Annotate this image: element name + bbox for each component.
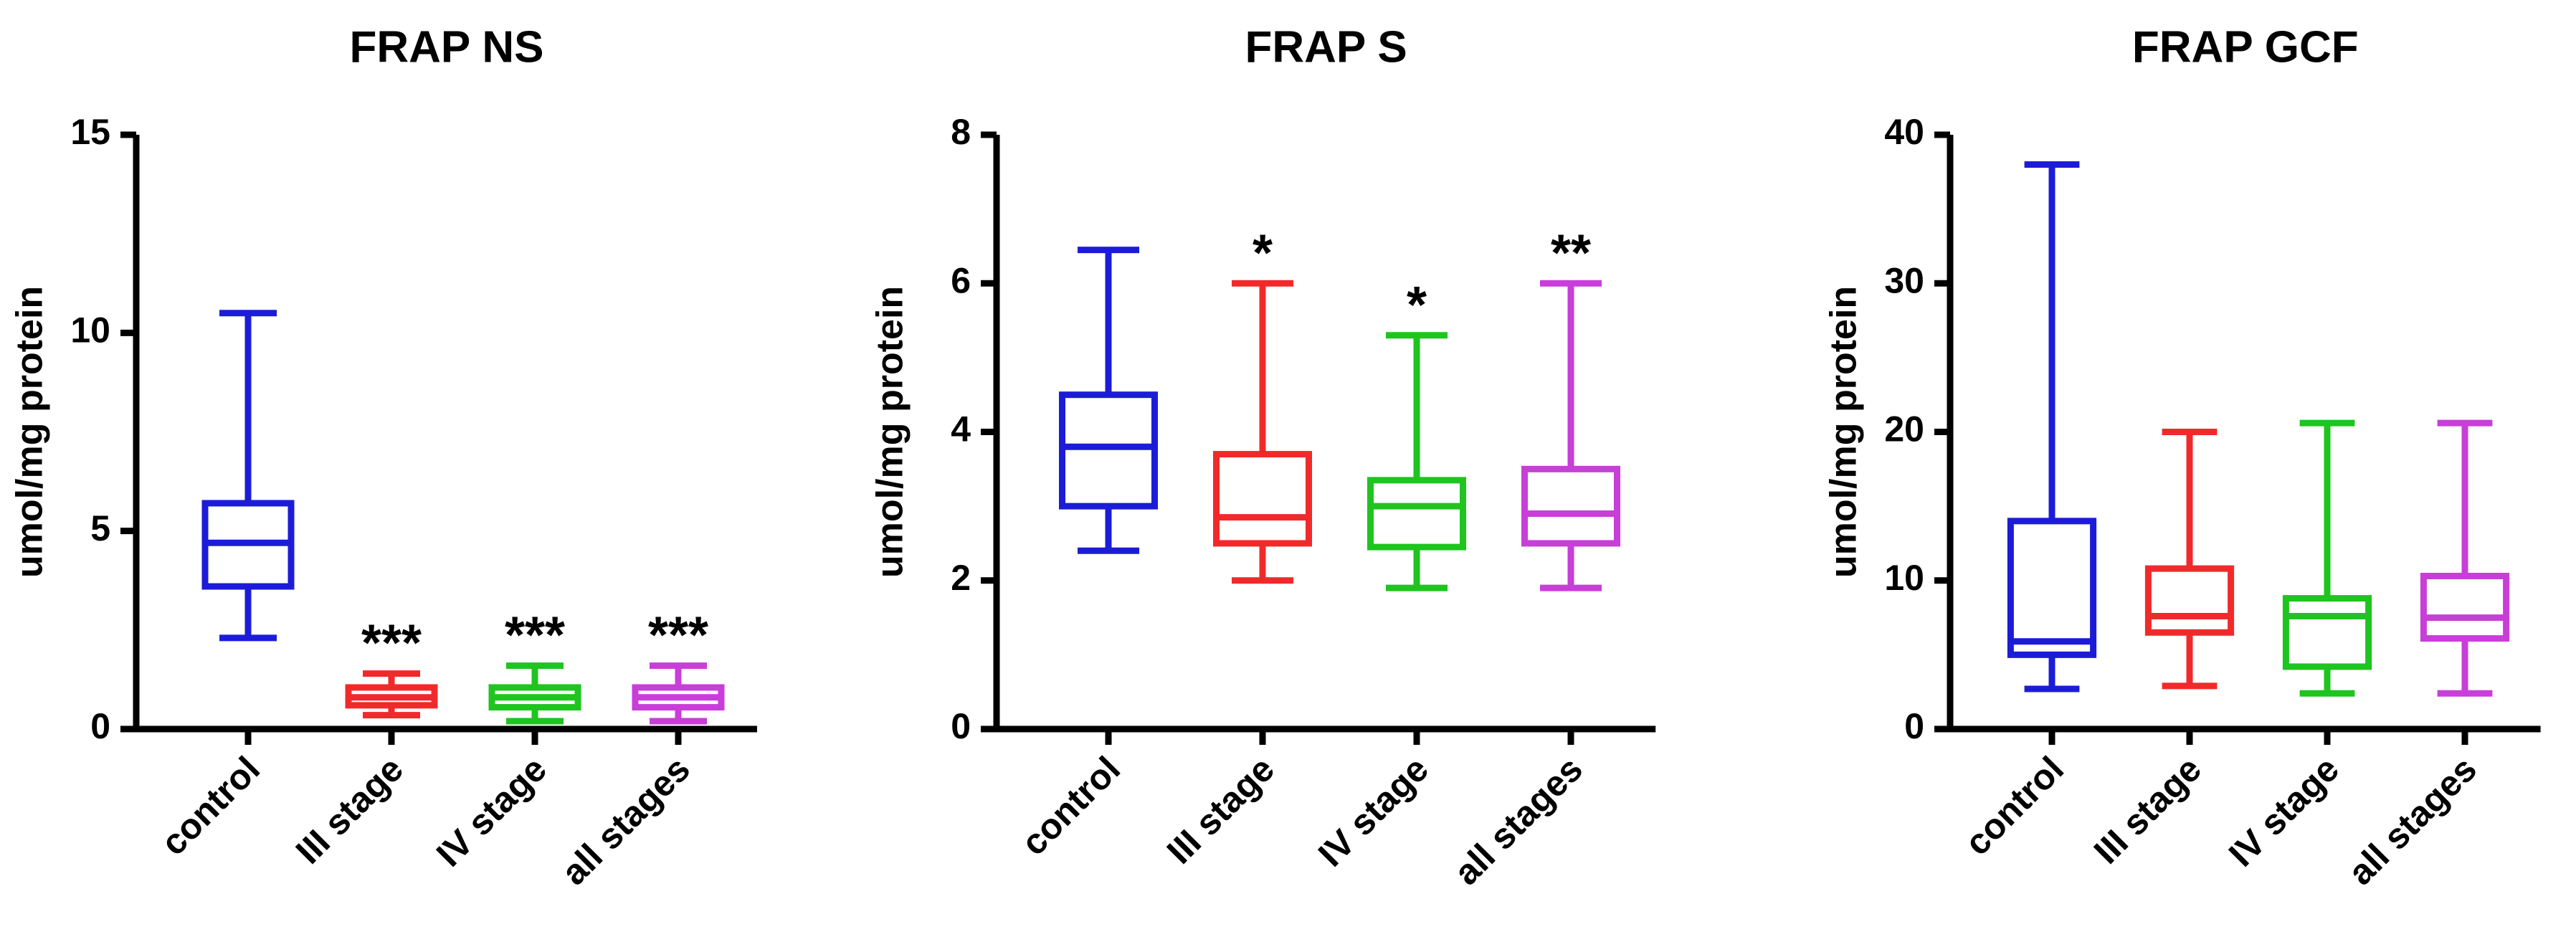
chart-title: FRAP NS — [349, 22, 543, 72]
significance: * — [1253, 224, 1273, 282]
y-axis-label: umol/mg protein — [1823, 286, 1865, 578]
y-tick-label: 0 — [90, 706, 110, 746]
chart-title: FRAP GCF — [2132, 22, 2359, 72]
box — [1521, 465, 1620, 547]
x-tick-label: control — [1957, 749, 2071, 863]
significance: *** — [361, 615, 422, 672]
y-axis-label: umol/mg protein — [870, 286, 911, 578]
box — [2007, 518, 2097, 658]
y-tick-label: 2 — [951, 558, 971, 598]
box — [2144, 565, 2235, 636]
chart: FRAP S umol/mg protein 0 2 4 6 8 control III sta… — [870, 22, 1656, 892]
x-tick-label: III stage — [1159, 749, 1282, 872]
y-tick-label: 6 — [951, 260, 971, 300]
x-tick-label: all stages — [553, 749, 698, 893]
significance: * — [1407, 277, 1427, 334]
chart: FRAP NS umol/mg protein 0 5 10 15 control III s… — [9, 22, 757, 892]
x-tick-label: IV stage — [2221, 749, 2347, 875]
y-tick-label: 40 — [1884, 112, 1924, 152]
box — [1213, 451, 1312, 547]
y-tick-label: 15 — [70, 112, 110, 152]
y-tick-label: 8 — [951, 112, 971, 152]
box — [2420, 573, 2510, 642]
significance: *** — [505, 607, 565, 665]
significance: ** — [1551, 224, 1591, 282]
y-tick-label: 10 — [70, 310, 110, 351]
y-tick-label: 0 — [1904, 706, 1924, 746]
box — [1059, 391, 1158, 510]
y-tick-label: 30 — [1884, 260, 1924, 300]
box — [2282, 595, 2372, 670]
y-tick-label: 0 — [951, 706, 971, 746]
y-tick-label: 20 — [1884, 409, 1924, 449]
box — [1367, 477, 1466, 551]
x-tick-label: control — [153, 749, 267, 863]
chart-title: FRAP S — [1245, 22, 1407, 72]
y-axis-label: umol/mg protein — [9, 286, 51, 578]
significance: *** — [648, 607, 708, 665]
x-tick-label: all stages — [2340, 749, 2484, 893]
x-tick-label: IV stage — [429, 749, 554, 875]
x-tick-label: IV stage — [1311, 749, 1436, 875]
x-tick-label: control — [1014, 749, 1128, 863]
x-tick-label: III stage — [2086, 749, 2209, 872]
x-tick-label: III stage — [288, 749, 411, 872]
y-tick-label: 10 — [1884, 558, 1924, 598]
x-tick-label: all stages — [1446, 749, 1590, 893]
y-tick-label: 5 — [90, 508, 110, 548]
y-tick-label: 4 — [951, 409, 971, 449]
